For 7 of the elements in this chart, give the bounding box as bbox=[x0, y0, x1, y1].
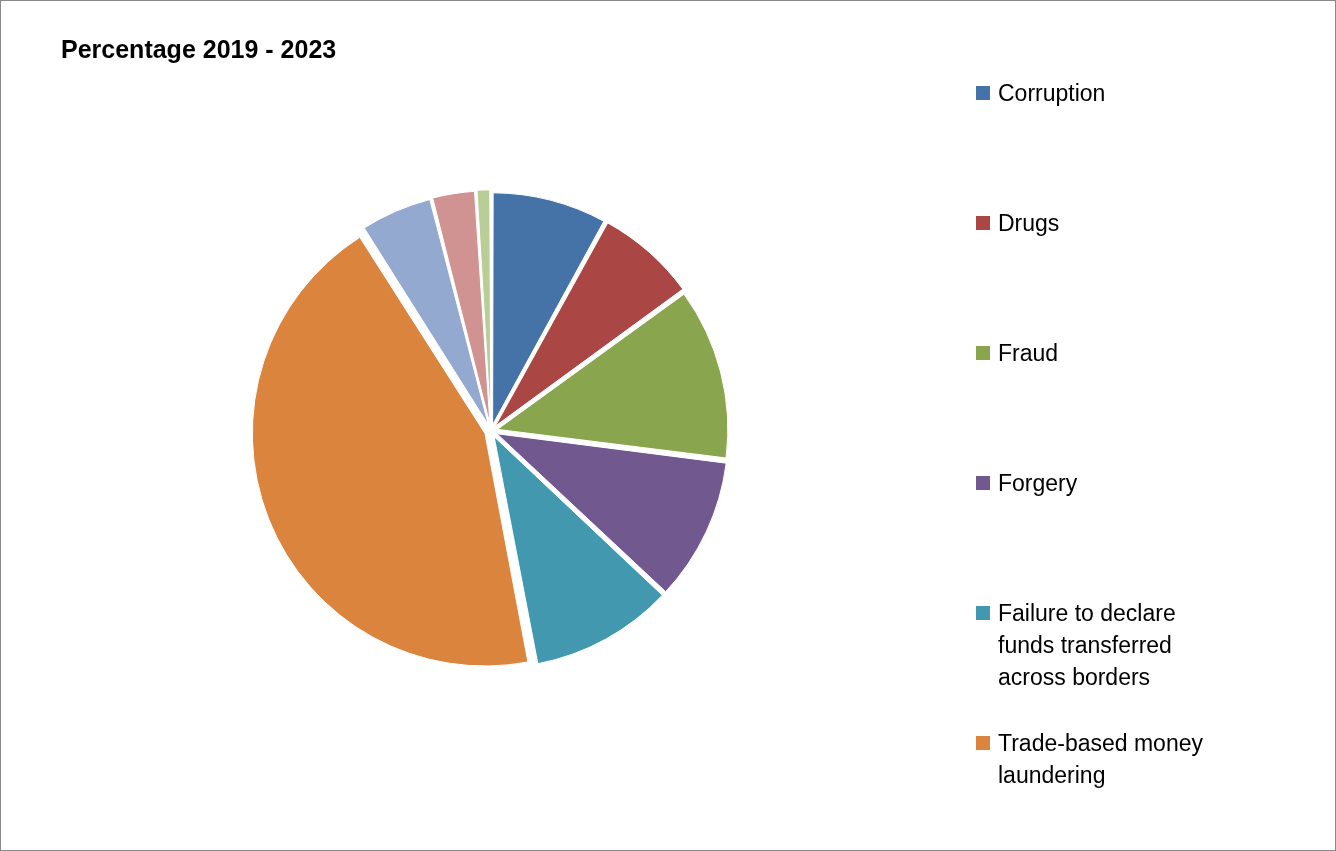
legend-label: Trade-based money laundering bbox=[998, 729, 1204, 790]
legend-label: Failure to declare funds transferred across borders bbox=[998, 599, 1177, 692]
chart-title: Percentage 2019 - 2023 bbox=[61, 35, 337, 64]
legend-label: Forgery bbox=[998, 469, 1078, 498]
legend-label: Corruption bbox=[998, 79, 1106, 108]
legend-label: Fraud bbox=[998, 339, 1059, 368]
legend-label: Drugs bbox=[998, 209, 1060, 238]
